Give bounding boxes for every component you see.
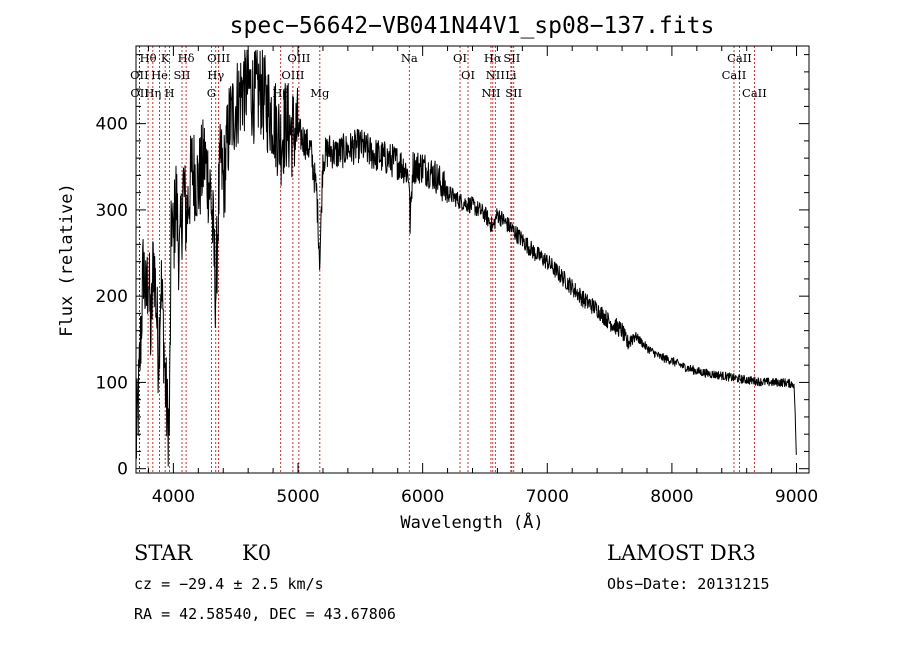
spectral-line-label: SII [174,68,191,82]
spectral-line-label: OII [130,86,149,100]
spectral-line-label: H [165,86,175,100]
y-axis-label: Flux (relative) [57,183,77,337]
spectral-line-label: NII [481,86,500,100]
spectral-line-label: Mg [310,86,330,100]
spectral-line-label: OIII [281,68,304,82]
y-tick-label: 200 [96,287,128,307]
spectrum-line [135,49,797,467]
y-tick-label: 300 [96,201,128,221]
spectral-line-label: Hδ [178,51,195,65]
spectral-line-label: OIII [287,51,310,65]
spectral-line-label: SII [503,51,520,65]
spectral-line-label: Hα [484,51,502,65]
x-tick-label: 6000 [401,487,444,507]
spectral-line-label: OIII [207,51,230,65]
spectral-line-label: Na [401,51,418,65]
spectral-line-label: Hθ [140,51,157,65]
x-axis: 4000 5000 6000 7000 8000 9000 [147,46,818,507]
spectral-line-label: K [161,51,170,65]
spectral-line-label: SII [505,86,522,100]
survey-name: LAMOST DR3 [607,541,756,565]
y-axis: 0 100 200 300 400 [96,54,809,480]
x-tick-label: 4000 [152,487,195,507]
spectral-line-label: OI [453,51,467,65]
redshift-cz: cz = −29.4 ± 2.5 km/s [134,575,324,593]
spectral-line-label: Li [505,68,517,82]
spectral-line-label: OI [461,68,475,82]
observation-date: Obs−Date: 20131215 [607,575,770,593]
y-tick-label: 400 [96,115,128,135]
spectral-line-label: CaII [722,68,747,82]
spectral-line-label: CaII [727,51,752,65]
spectral-line-label: Hη [144,86,161,100]
coordinates: RA = 42.58540, DEC = 43.67806 [134,605,396,623]
spectral-line-label: CaII [742,86,767,100]
object-class: STAR [134,541,193,565]
y-tick-label: 100 [96,373,128,393]
object-subclass: K0 [242,541,271,565]
x-tick-label: 5000 [276,487,319,507]
spectral-line-label: NII [486,68,505,82]
x-tick-label: 9000 [775,487,818,507]
x-tick-label: 8000 [650,487,693,507]
chart-title: spec−56642−VB041N44V1_sp08−137.fits [230,13,715,39]
x-tick-label: 7000 [526,487,569,507]
x-axis-label: Wavelength (Å) [400,511,543,533]
spectral-line-label: OII [130,68,149,82]
spectral-line-label: Hγ [207,68,224,82]
y-tick-label: 0 [117,460,128,480]
spectral-line-label: He [151,68,168,82]
spectral-line-label: G [207,86,216,100]
